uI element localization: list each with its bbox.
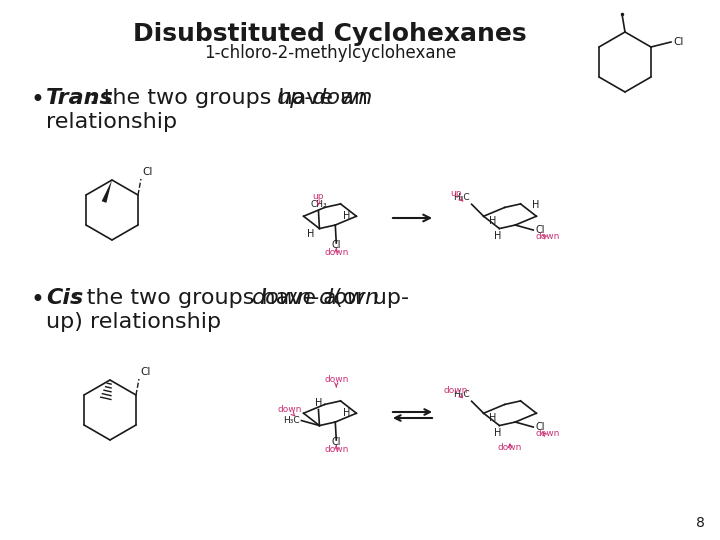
Text: Cl: Cl xyxy=(535,422,545,432)
Text: H₃C: H₃C xyxy=(453,193,469,202)
Text: H: H xyxy=(532,200,540,210)
Text: : the two groups have a: : the two groups have a xyxy=(72,288,344,308)
Text: Cl: Cl xyxy=(140,367,150,377)
Text: Disubstituted Cyclohexanes: Disubstituted Cyclohexanes xyxy=(133,22,527,46)
Text: H: H xyxy=(495,231,502,240)
Text: up) relationship: up) relationship xyxy=(46,312,221,332)
Text: down: down xyxy=(277,404,302,414)
Text: H: H xyxy=(343,408,351,418)
Text: H: H xyxy=(343,211,351,221)
Text: down-down: down-down xyxy=(252,288,380,308)
Text: relationship: relationship xyxy=(46,112,177,132)
Text: Trans: Trans xyxy=(46,88,114,108)
Text: down: down xyxy=(324,375,348,384)
Text: Cl: Cl xyxy=(142,167,153,177)
Text: Cl: Cl xyxy=(331,240,341,250)
Text: H: H xyxy=(489,413,496,423)
Text: H: H xyxy=(315,397,322,408)
Text: H: H xyxy=(489,216,496,226)
Text: CH₃: CH₃ xyxy=(310,200,327,208)
Text: down: down xyxy=(324,248,348,257)
Text: H: H xyxy=(307,228,315,239)
Text: H₃C: H₃C xyxy=(453,390,469,399)
Text: down: down xyxy=(324,445,348,454)
Text: up-down: up-down xyxy=(277,88,374,108)
Text: down: down xyxy=(535,429,559,438)
Text: down: down xyxy=(535,232,559,241)
Text: 8: 8 xyxy=(696,516,705,530)
Text: : the two groups have an: : the two groups have an xyxy=(89,88,375,108)
Polygon shape xyxy=(102,180,112,203)
Text: up: up xyxy=(312,192,324,200)
Text: •: • xyxy=(30,288,44,312)
Text: down: down xyxy=(498,443,522,452)
Text: H₃C: H₃C xyxy=(283,416,300,425)
Text: Cis: Cis xyxy=(46,288,84,308)
Text: Cl: Cl xyxy=(535,225,545,235)
Text: Cl: Cl xyxy=(331,437,341,447)
Text: •: • xyxy=(30,88,44,112)
Text: H: H xyxy=(495,428,502,437)
Text: down: down xyxy=(444,386,468,395)
Text: up: up xyxy=(450,189,462,198)
Text: (or up-: (or up- xyxy=(327,288,409,308)
Text: Cl: Cl xyxy=(673,37,683,47)
Text: 1-chloro-2-methylcyclohexane: 1-chloro-2-methylcyclohexane xyxy=(204,44,456,62)
